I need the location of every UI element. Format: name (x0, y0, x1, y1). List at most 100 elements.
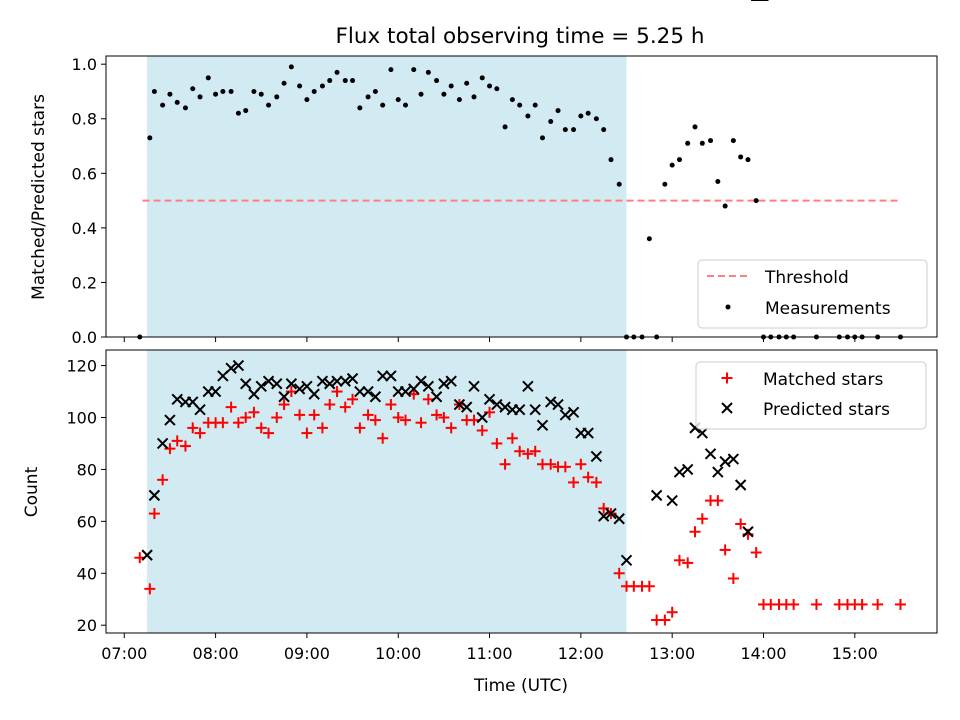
matched-stars-point (856, 598, 868, 610)
measurement-point (350, 78, 356, 84)
bottom-panel-ylabel: Count (22, 466, 42, 517)
y-tick-label: 120 (66, 357, 97, 376)
measurement-point (297, 83, 303, 89)
matched-stars-point (545, 458, 557, 470)
matched-stars-point (727, 572, 739, 584)
predicted-stars-point (696, 427, 709, 439)
predicted-stars-point (430, 391, 443, 403)
predicted-stars-point (346, 372, 359, 385)
matched-stars-point (484, 406, 496, 418)
predicted-stars-point (141, 549, 153, 561)
predicted-stars-point (171, 393, 183, 406)
measurement-point (578, 113, 584, 119)
measurement-point (571, 127, 577, 133)
x-tick-label: 11:00 (466, 644, 512, 663)
matched-stars-point (529, 445, 541, 457)
predicted-stars-point (225, 362, 237, 374)
predicted-stars-point (262, 375, 275, 387)
matched-stars-point (872, 598, 884, 610)
matched-stars-point (514, 445, 526, 457)
predicted-stars-point (552, 398, 564, 411)
matched-stars-point (522, 448, 534, 460)
predicted-stars-point (734, 479, 747, 491)
matched-stars-point (179, 440, 191, 452)
measurement-point (372, 88, 378, 94)
predicted-stars-point (727, 453, 740, 465)
predicted-stars-point (324, 378, 336, 390)
matched-stars-point (689, 526, 701, 538)
measurement-point (517, 102, 523, 108)
y-tick-label: 0.6 (72, 164, 97, 183)
measurement-point (464, 80, 470, 86)
legend-measurements-swatch (725, 304, 731, 310)
matched-stars-point (294, 409, 306, 421)
matched-stars-point (598, 502, 610, 514)
measurement-point (616, 181, 622, 187)
matched-stars-point (431, 409, 443, 421)
measurement-point (745, 157, 751, 163)
matched-stars-point (171, 435, 183, 447)
predicted-stars-point (597, 510, 610, 522)
matched-stars-point (347, 393, 359, 405)
measurement-point (601, 127, 607, 133)
matched-stars-point (422, 393, 434, 405)
predicted-stars-point (271, 378, 283, 390)
predicted-stars-point (285, 378, 298, 390)
predicted-stars-point (483, 393, 496, 406)
observing-window-span (147, 350, 627, 633)
matched-stars-point (362, 409, 374, 421)
legend-predicted-swatch (721, 402, 733, 414)
measurement-point (274, 94, 280, 100)
predicted-stars-point (240, 378, 252, 390)
predicted-stars-point (369, 391, 382, 403)
top-legend: Threshold Measurements (697, 259, 928, 329)
matched-stars-point (682, 557, 694, 569)
matched-stars-point (271, 412, 283, 424)
y-tick-label: 80 (77, 460, 97, 479)
measurement-point (243, 108, 249, 114)
matched-stars-point (369, 414, 381, 426)
x-tick-label: 10:00 (375, 644, 421, 663)
x-axis-label: Time (UTC) (473, 676, 568, 696)
predicted-stars-point (385, 370, 397, 382)
matched-stars-point (248, 406, 260, 418)
y-tick-label: 1.0 (72, 55, 97, 74)
predicted-stars-point (278, 391, 290, 403)
measurement-point (555, 108, 561, 114)
measurement-point (487, 83, 493, 89)
matched-stars-point (590, 476, 602, 488)
y-tick-label: 40 (77, 564, 97, 583)
measurement-point (357, 105, 363, 111)
measurement-point (562, 127, 568, 133)
measurement-point (532, 102, 538, 108)
measurement-point (418, 91, 424, 97)
matched-stars-point (187, 422, 199, 434)
measurement-point (251, 88, 257, 94)
predicted-stars-point (438, 378, 450, 390)
predicted-stars-point (194, 404, 206, 416)
matched-stars-point (719, 544, 731, 556)
matched-stars-point (255, 422, 267, 434)
measurement-point (319, 83, 325, 89)
matched-stars-point (339, 401, 351, 413)
matched-stars-point (666, 606, 678, 618)
matched-stars-point (194, 427, 206, 439)
measurement-point (151, 88, 157, 94)
measurement-point (174, 99, 180, 105)
predicted-stars-point (453, 398, 466, 411)
matched-stars-point (712, 495, 724, 507)
matched-stars-point (232, 417, 244, 429)
measurement-point (646, 236, 652, 242)
matched-stars-point (468, 414, 480, 426)
matched-stars-point (735, 518, 747, 530)
predicted-stars-point (650, 489, 663, 502)
legend-measurements-label: Measurements (765, 299, 891, 319)
measurement-point (258, 91, 264, 97)
measurement-point (220, 88, 226, 94)
x-tick-label: 15:00 (832, 644, 878, 663)
matched-stars-point (613, 567, 625, 579)
matched-stars-point (559, 461, 571, 473)
measurement-point (669, 162, 675, 168)
predicted-stars-point (613, 513, 625, 525)
bottom-panel: 20 40 60 80 100 120 07:00 08:00 09:00 10:00 11:00… (22, 0, 938, 696)
